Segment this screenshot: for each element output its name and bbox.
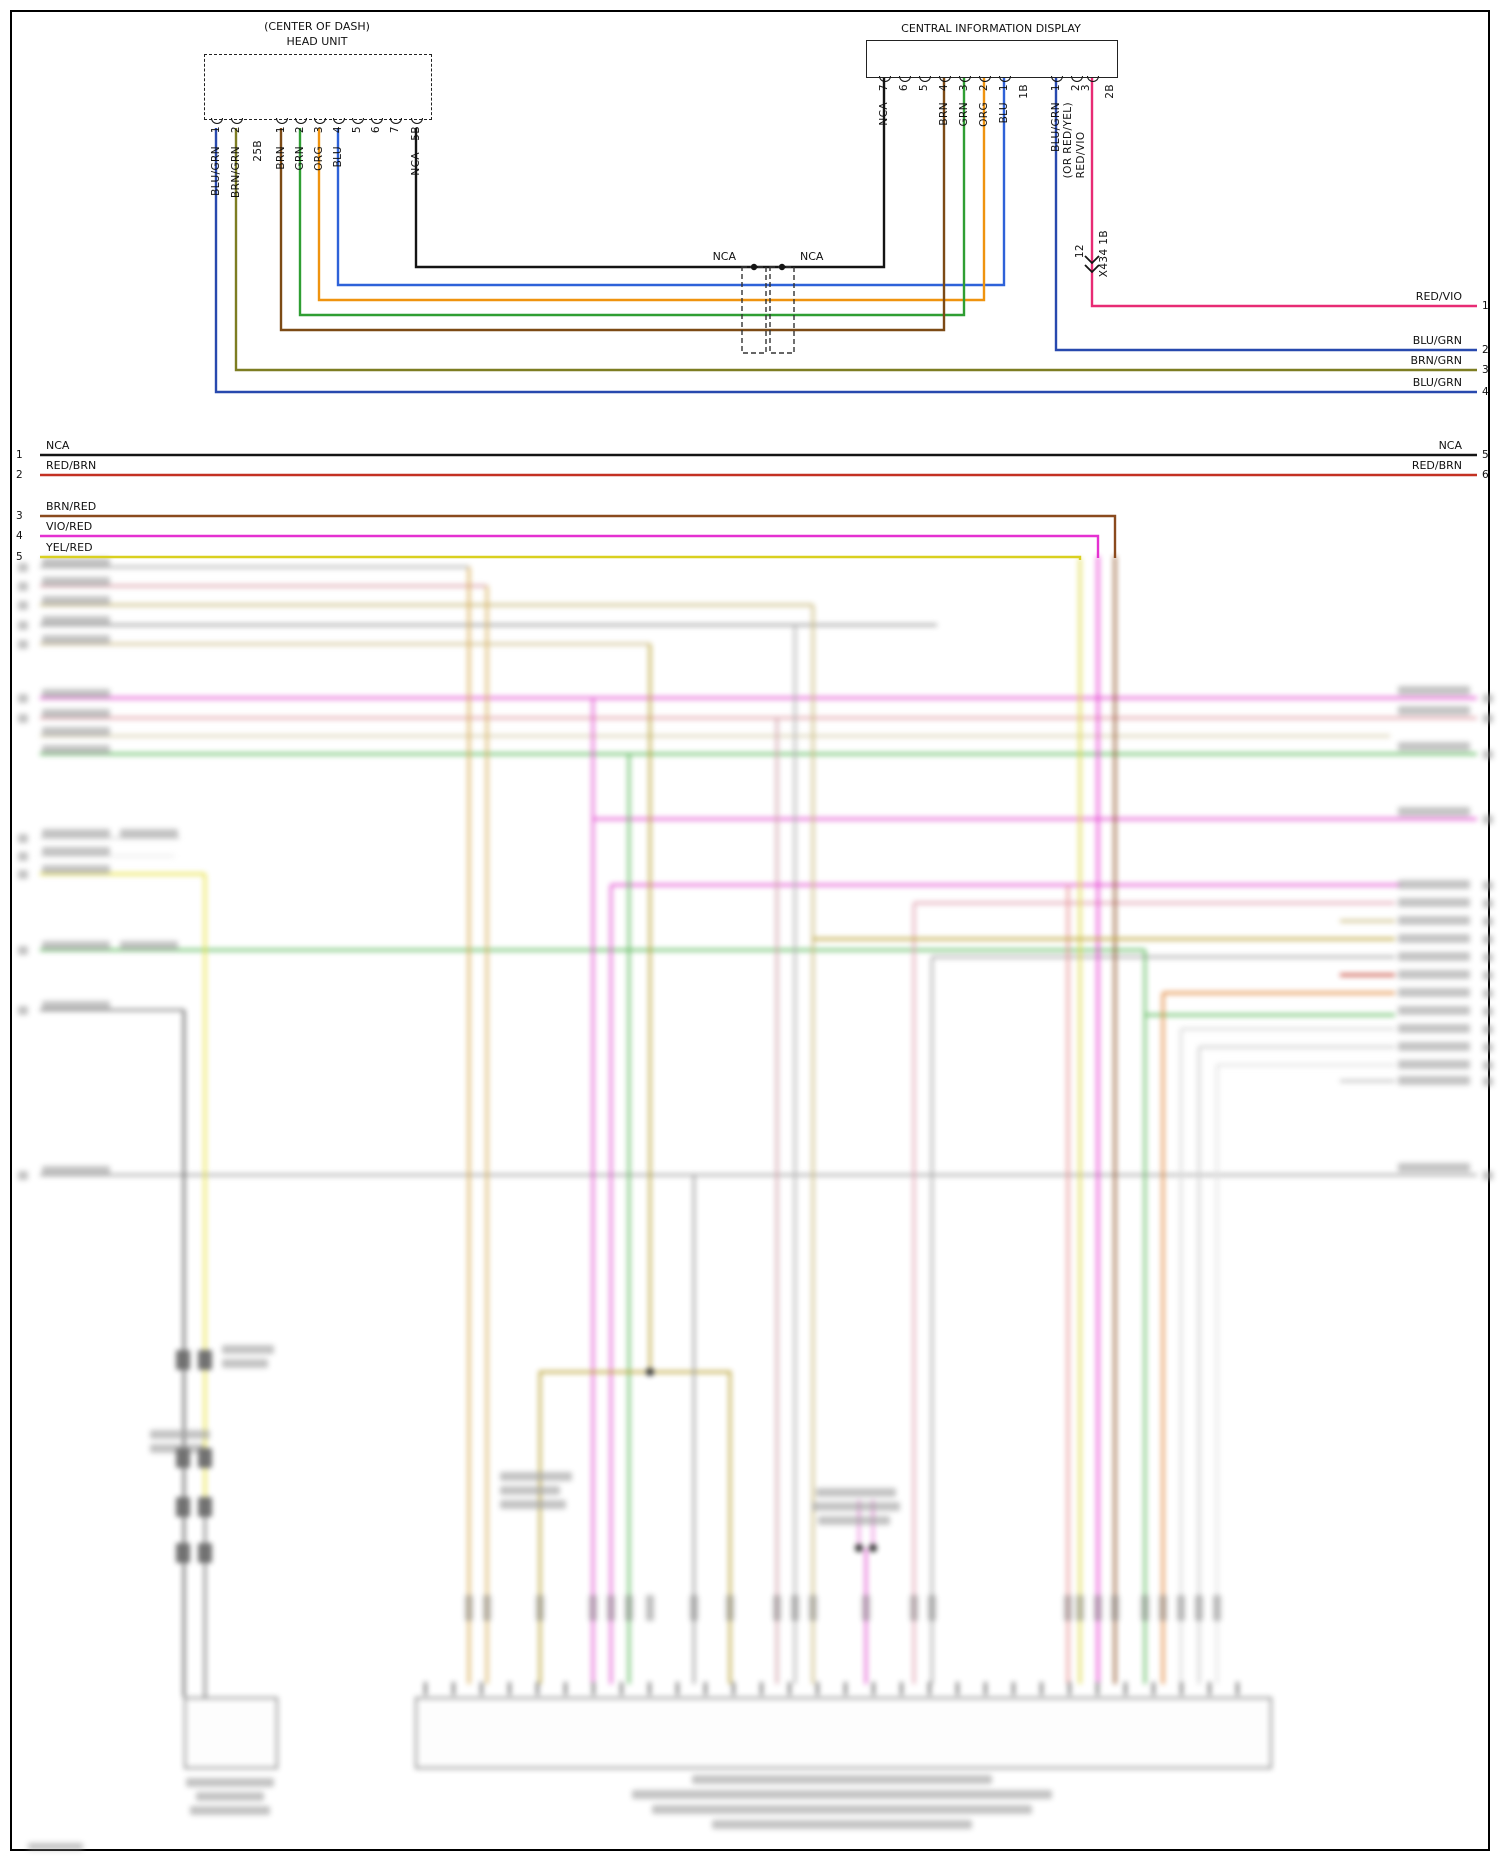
wire-grn [298, 78, 966, 317]
cid-pin-label: BLU [998, 102, 1010, 124]
bus-label: VIO/RED [46, 520, 93, 533]
hu-pin-label: BLU/GRN [210, 146, 222, 196]
hu-pin-label: ORG [313, 146, 325, 171]
page-border [10, 10, 1490, 1851]
cid-title: CENTRAL INFORMATION DISPLAY [901, 22, 1081, 35]
bus-left-num: 5 [16, 551, 23, 563]
bus-left-num: 1 [16, 449, 23, 461]
wire-red-vio [1090, 78, 1477, 308]
hu-pin-num: 6 [370, 126, 382, 134]
stub-num: 1 [1482, 300, 1489, 312]
cid-pin-num: 1 [1050, 84, 1062, 92]
bus-label: BRN/RED [46, 500, 97, 513]
inline-connector-right-label: NCA [800, 250, 824, 263]
stub-num: 2 [1482, 344, 1489, 356]
cid-pin-label: ORG [978, 102, 990, 127]
hu-connector-id: 25B [252, 140, 264, 162]
inline-connector-outline [741, 266, 795, 354]
hu-pin-num: 1 [210, 126, 222, 134]
bus-right-num: 5 [1482, 449, 1489, 461]
hu-pin-num: 1 [275, 126, 287, 134]
wire-blu-grn-hu [214, 128, 1477, 394]
cid-pin-label: (OR RED/YEL) RED/VIO [1062, 102, 1087, 179]
stub-label: BRN/GRN [1410, 354, 1462, 367]
cid-pin-num: 2 [978, 84, 990, 92]
stub-label: BLU/GRN [1412, 334, 1462, 347]
cid-pin-num: 1 [998, 84, 1010, 92]
hu-pin-label: BRN/GRN [230, 146, 242, 198]
inline-connector-left-label: NCA [712, 250, 736, 263]
splice-chevrons-icon [1084, 255, 1100, 274]
hu-pin-num: 2 [230, 126, 242, 134]
hu-pin-num: 7 [389, 126, 401, 134]
cid-connector-id: 1B [1018, 84, 1030, 99]
cid-pin-num: 4 [938, 84, 950, 92]
wire-blu [336, 78, 1006, 287]
bus-label: YEL/RED [46, 541, 93, 554]
head-unit-title-line2: HEAD UNIT [286, 35, 348, 48]
cid-pin-num: 5 [918, 84, 930, 92]
bus-right-num: 6 [1482, 469, 1489, 481]
wire-brn [279, 78, 946, 332]
cid-pin-num: 3 [958, 84, 970, 92]
head-unit-title-line1: (CENTER OF DASH) [264, 20, 370, 33]
cid-pin-num: 6 [898, 84, 910, 92]
cid-pin-label: GRN [958, 102, 970, 127]
cid-connector-id: 2B [1104, 84, 1116, 99]
hu-pin-num: 3 [313, 126, 325, 134]
wire-brn-grn [234, 128, 1477, 372]
cid-pin-num: 3 [1080, 84, 1092, 92]
connector-dot [778, 263, 786, 271]
wire-vio-red-bus [40, 534, 1100, 558]
bus-right-label: RED/BRN [1411, 459, 1462, 472]
hu-pin-num: 4 [332, 126, 344, 134]
stub-label: BLU/GRN [1412, 376, 1462, 389]
hu-pin-label: GRN [294, 146, 306, 171]
wire-blu-grn-cid [1054, 78, 1477, 352]
hu-pin-num: 2 [294, 126, 306, 134]
bus-label: NCA [46, 439, 70, 452]
cid-pin-label: NCA [878, 102, 890, 126]
wire-org [317, 78, 986, 302]
stub-num: 4 [1482, 386, 1489, 398]
bus-left-num: 2 [16, 469, 23, 481]
hu-pin-label: BRN [275, 146, 287, 170]
cid-pin-label: BRN [938, 102, 950, 126]
connector-dot [750, 263, 758, 271]
hu-pin-label: NCA [410, 152, 422, 176]
hu-pin-label: BLU [332, 146, 344, 168]
wire-yel-red-bus [40, 555, 1082, 560]
stub-num: 3 [1482, 364, 1489, 376]
hu-connector-id: 5B [410, 126, 422, 141]
hu-pin-num: 5 [351, 126, 363, 134]
splice-pin-num: 12 [1074, 244, 1086, 259]
bus-left-num: 4 [16, 530, 23, 542]
head-unit-connector-box [204, 54, 432, 120]
bus-right-label: NCA [1438, 439, 1462, 452]
bus-label: RED/BRN [46, 459, 97, 472]
wire-brn-red-bus [40, 514, 1117, 558]
bus-left-num: 3 [16, 510, 23, 522]
splice-label: X434 1B [1098, 230, 1110, 278]
wire-nca [414, 78, 886, 269]
cid-connector-box [866, 40, 1118, 78]
stub-label: RED/VIO [1415, 290, 1462, 303]
cid-pin-num: 7 [878, 84, 890, 92]
